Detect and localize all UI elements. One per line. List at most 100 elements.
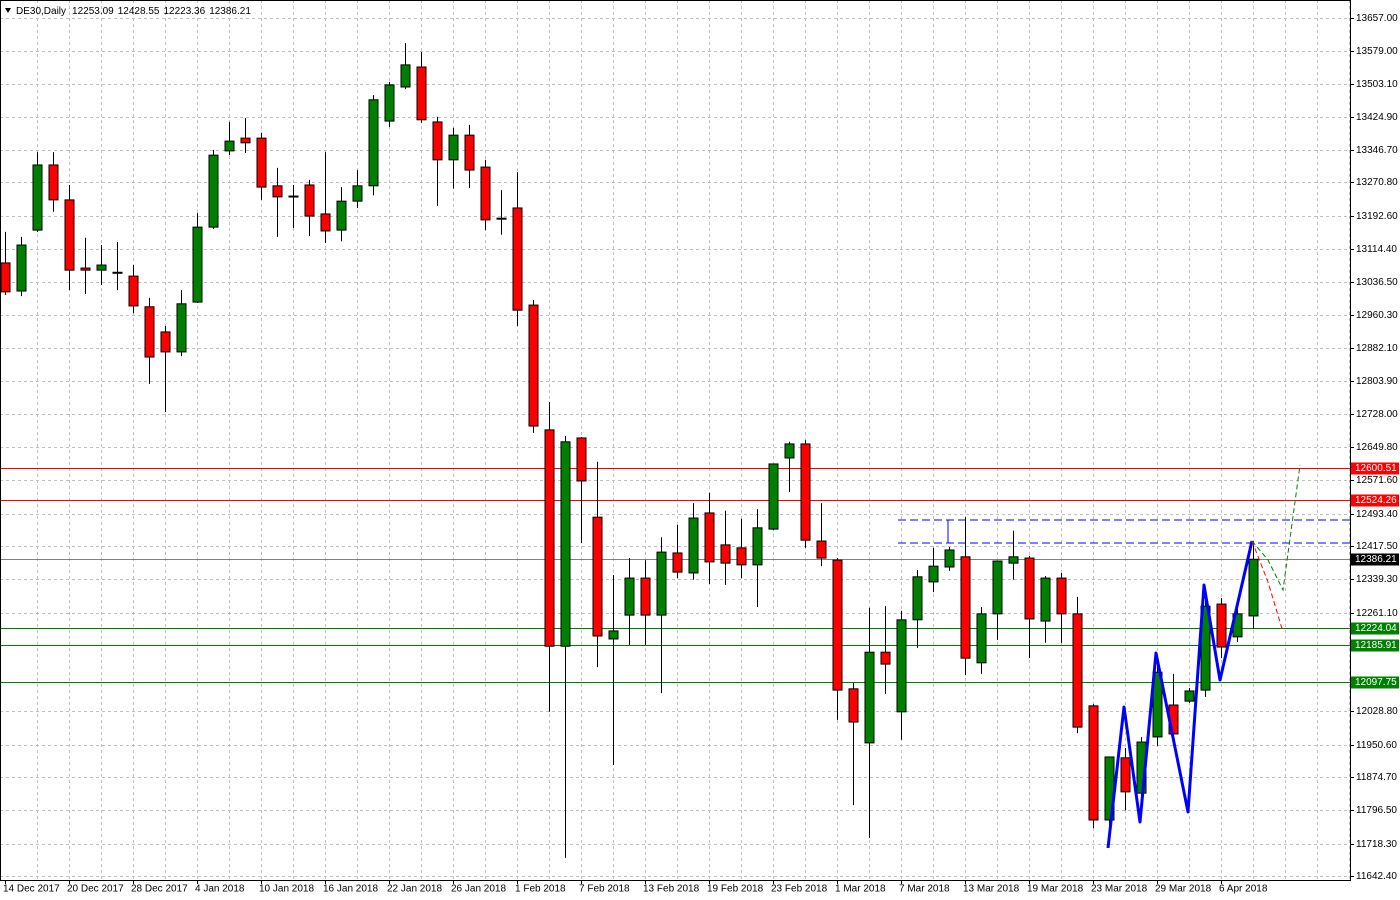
candle-body [464,134,475,171]
candle-body [624,577,635,616]
candle-body [192,226,203,303]
candle-body [144,306,155,358]
candle-body [96,264,107,271]
y-tick-label: 13657.00 [1356,13,1398,24]
x-tick-label: 23 Mar 2018 [1091,884,1148,895]
candle-body [64,199,75,271]
candle-body [976,613,987,664]
y-tick-label: 12649.80 [1356,442,1398,453]
chart-title: DE30,Daily 12253.09 12428.55 12223.36 12386.… [16,6,251,17]
y-tick-label: 12728.00 [1356,409,1398,420]
x-tick-label: 10 Jan 2018 [259,884,314,895]
y-tick-label: 13192.60 [1356,211,1398,222]
x-tick-label: 7 Feb 2018 [579,884,630,895]
candle-body [368,99,379,187]
candle-body [80,267,91,271]
candle-body [688,517,699,574]
candle-body [928,565,939,583]
candle-body [320,213,331,232]
y-tick-label: 11796.50 [1356,805,1397,816]
candle-body [800,443,811,541]
x-tick-label: 1 Mar 2018 [835,884,886,895]
candle-body [352,185,363,202]
level-label-box [1351,494,1399,507]
pattern-overlay [1106,464,1301,849]
candle-body [432,121,443,161]
close-value: 12386.21 [209,6,251,17]
x-tick-label: 23 Feb 2018 [771,884,828,895]
y-tick-label: 11950.60 [1356,740,1397,751]
candle-body [1120,757,1131,793]
y-tick-label: 12493.40 [1356,509,1398,520]
x-tick-label: 19 Feb 2018 [707,884,764,895]
y-tick-label: 12339.30 [1356,574,1398,585]
candle-body [672,552,683,573]
y-tick-label: 13114.40 [1356,244,1397,255]
y-tick-label: 13503.10 [1356,79,1398,90]
candle-body [1024,557,1035,620]
candle-body [1008,556,1019,564]
y-tick-label: 13036.50 [1356,277,1398,288]
y-tick-label: 12882.10 [1356,343,1398,354]
y-tick-label: 13346.70 [1356,145,1398,156]
candle-body [512,207,523,311]
candle-body [960,556,971,659]
x-tick-label: 13 Mar 2018 [963,884,1020,895]
candle-body [208,154,219,228]
candle-body [784,443,795,459]
candle-body [736,547,747,566]
candle-body [944,549,955,568]
x-tick-label: 28 Dec 2017 [131,884,188,895]
candle-body [160,331,171,353]
candle-body [416,66,427,121]
candle-body [864,651,875,744]
x-tick-label: 4 Jan 2018 [195,884,245,895]
candle-body [592,516,603,637]
y-tick-label: 13424.90 [1356,112,1398,123]
price-label-box [1351,553,1399,566]
y-tick-label: 13579.00 [1356,46,1398,57]
candle-body [240,137,251,144]
header: DE30,Daily 12253.09 12428.55 12223.36 12386.… [5,6,251,17]
y-tick-label: 12960.30 [1356,310,1398,321]
level-label-box [1351,639,1399,652]
candle-body [640,577,651,616]
candle-body [176,303,187,353]
x-tick-label: 13 Feb 2018 [643,884,700,895]
x-tick-label: 29 Mar 2018 [1155,884,1212,895]
candle-body [848,688,859,723]
x-tick-label: 22 Jan 2018 [387,884,442,895]
level-label: 12097.75 [1355,677,1397,688]
level-label-box [1351,462,1399,475]
candle-body [16,244,27,292]
symbol: DE30,Daily [16,6,66,17]
candle-body [1056,577,1067,615]
x-tick-label: 19 Mar 2018 [1027,884,1084,895]
y-tick-label: 11718.30 [1356,839,1397,850]
open-value: 12253.09 [72,6,114,17]
candle-body [560,441,571,647]
candle-body [448,134,459,161]
candle-body [128,275,139,307]
y-tick-label: 12261.10 [1356,608,1398,619]
candle-body [1072,613,1083,728]
candle-body [1184,690,1195,702]
y-tick-label: 11874.70 [1356,772,1397,783]
x-tick-label: 1 Feb 2018 [515,884,566,895]
x-tick-label: 14 Dec 2017 [3,884,60,895]
level-label-box [1351,676,1399,689]
candle-body [608,630,619,640]
candle-body [496,217,507,220]
forecast-up [1251,464,1301,592]
x-tick-label: 7 Mar 2018 [899,884,950,895]
candle-body [704,512,715,563]
candle-body [400,64,411,88]
x-tick-label: 20 Dec 2017 [67,884,124,895]
y-tick-label: 12028.80 [1356,706,1398,717]
candle-body [480,166,491,221]
candle-body [304,184,315,217]
candle-body [384,84,395,122]
